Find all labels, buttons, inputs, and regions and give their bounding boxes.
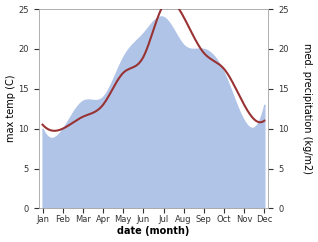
X-axis label: date (month): date (month) [117, 227, 190, 236]
Y-axis label: max temp (C): max temp (C) [5, 75, 16, 143]
Y-axis label: med. precipitation (kg/m2): med. precipitation (kg/m2) [302, 43, 313, 174]
